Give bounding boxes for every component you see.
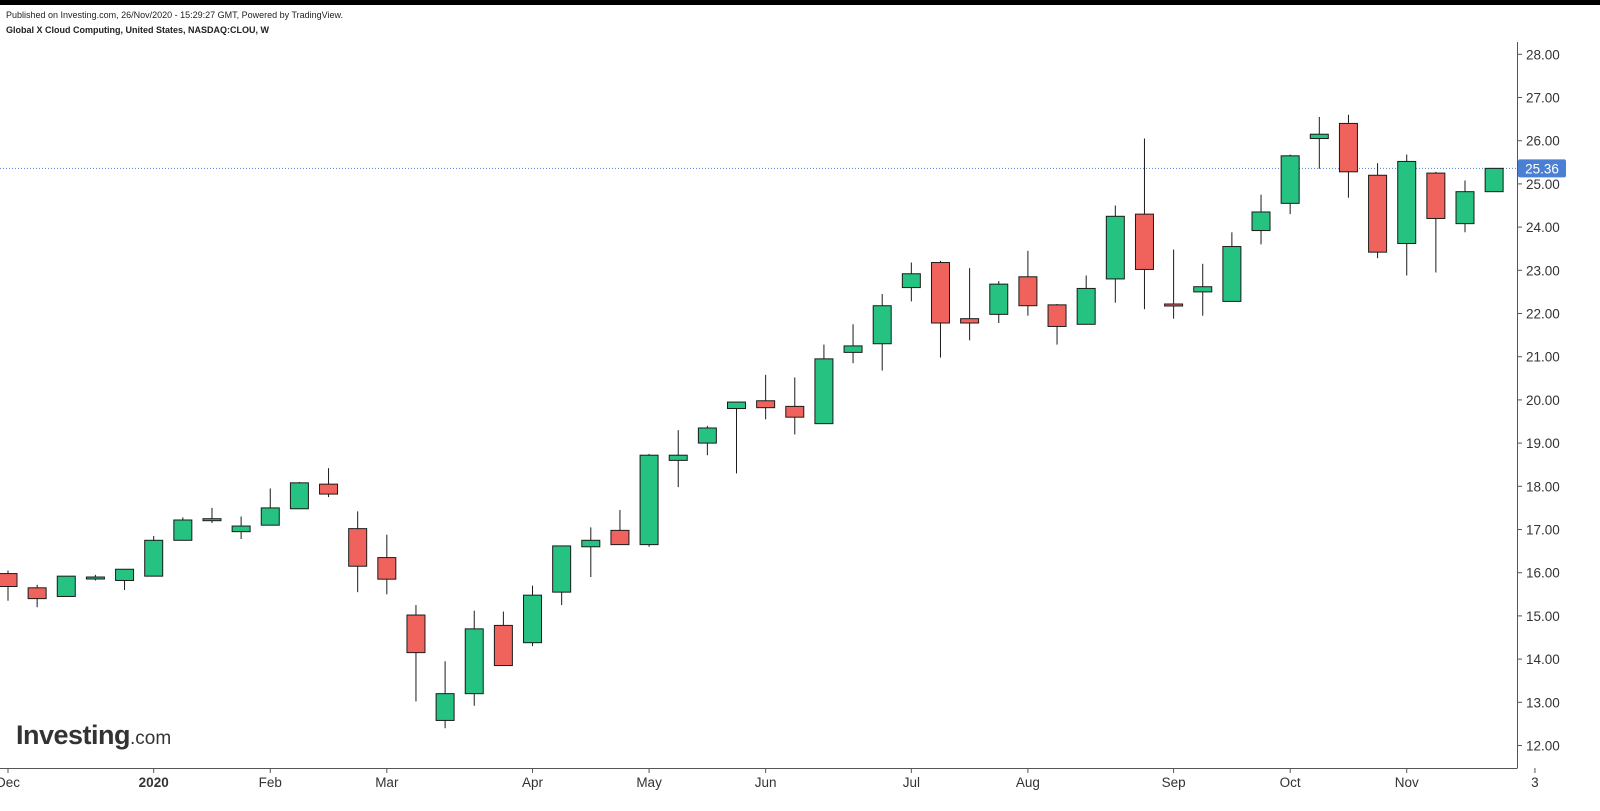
candle-body — [1193, 286, 1213, 293]
candle-body — [406, 614, 426, 654]
y-tick-label: 15.00 — [1526, 609, 1560, 624]
last-price-label: 25.36 — [1525, 161, 1559, 176]
y-tick-label: 28.00 — [1526, 47, 1560, 62]
candle-body — [493, 624, 513, 667]
y-tick-label: 19.00 — [1526, 436, 1560, 451]
candle-body — [727, 401, 746, 410]
candle-body — [610, 529, 630, 546]
x-tick-label: Dec — [0, 775, 20, 790]
candle-body — [348, 528, 368, 567]
candle-body — [930, 262, 950, 324]
x-tick-label: Oct — [1280, 775, 1301, 790]
x-tick-label: 3 — [1531, 775, 1539, 790]
top-border — [0, 0, 1600, 5]
y-tick-label: 12.00 — [1526, 739, 1560, 754]
candle-body — [1251, 211, 1271, 232]
candle-body — [435, 693, 455, 721]
candle-body — [1338, 122, 1358, 173]
candle-body — [1455, 191, 1475, 225]
x-tick-label: May — [636, 775, 662, 790]
candle-body — [843, 345, 863, 353]
candle-body — [85, 576, 105, 580]
last-price-badge — [1518, 159, 1566, 178]
candle-body — [377, 557, 397, 580]
candle-body — [144, 539, 164, 577]
candle-body — [1484, 167, 1504, 193]
candle-body — [231, 525, 251, 533]
published-note: Published on Investing.com, 26/Nov/2020 … — [6, 10, 344, 20]
candle-body — [1426, 172, 1446, 219]
x-tick-label: 2020 — [139, 775, 169, 790]
y-tick-label: 22.00 — [1526, 307, 1560, 322]
candle-body — [581, 539, 601, 548]
candle-body — [1280, 155, 1300, 204]
candle-body — [1047, 304, 1067, 327]
y-tick-label: 14.00 — [1526, 652, 1560, 667]
y-tick-label: 27.00 — [1526, 91, 1560, 106]
y-tick-label: 16.00 — [1526, 566, 1560, 581]
candle-body — [668, 454, 688, 461]
candle-body — [989, 283, 1009, 315]
candle-body — [1397, 160, 1417, 245]
candle-body — [785, 405, 805, 418]
y-tick-label: 26.00 — [1526, 134, 1560, 149]
candle-body — [1222, 246, 1242, 302]
candle-body — [901, 273, 921, 289]
y-tick-label: 21.00 — [1526, 350, 1560, 365]
investing-logo: Investing.com — [16, 720, 171, 751]
candle-body — [814, 358, 834, 425]
x-tick-label: Aug — [1016, 775, 1040, 790]
x-tick-label: Mar — [375, 775, 399, 790]
candle-body — [319, 483, 339, 495]
logo-domain: .com — [130, 728, 172, 749]
y-tick-label: 20.00 — [1526, 393, 1560, 408]
x-tick-label: Feb — [259, 775, 282, 790]
y-tick-label: 13.00 — [1526, 695, 1560, 710]
candle-body — [872, 305, 892, 345]
candle-body — [1018, 276, 1038, 307]
candle-body — [115, 568, 135, 581]
x-tick-label: Jul — [903, 775, 920, 790]
candle-body — [960, 318, 980, 324]
candle-body — [1105, 215, 1125, 280]
candle-body — [1368, 174, 1388, 253]
y-tick-label: 18.00 — [1526, 479, 1560, 494]
y-tick-label: 17.00 — [1526, 523, 1560, 538]
candle-body — [1164, 303, 1184, 307]
candle-body — [1134, 213, 1154, 270]
candle-body — [202, 518, 222, 522]
candle-body — [552, 545, 572, 593]
candle-body — [27, 587, 47, 600]
candle-body — [639, 454, 659, 546]
candle-body — [756, 400, 776, 409]
x-tick-label: Nov — [1395, 775, 1419, 790]
candle-body — [523, 594, 543, 644]
symbol-title: Global X Cloud Computing, United States,… — [6, 25, 269, 35]
y-tick-label: 23.00 — [1526, 263, 1560, 278]
candle-body — [289, 482, 309, 510]
y-tick-label: 25.00 — [1526, 177, 1560, 192]
candle-body — [697, 427, 717, 444]
y-tick-label: 24.00 — [1526, 220, 1560, 235]
logo-brand: Investing — [16, 720, 131, 750]
candle-body — [0, 573, 18, 588]
candle-body — [464, 628, 484, 695]
candle-body — [1076, 287, 1096, 325]
x-tick-label: Apr — [522, 775, 544, 790]
candle-body — [173, 519, 193, 541]
x-tick-label: Jun — [755, 775, 777, 790]
candle-body — [1309, 133, 1329, 140]
candle-body — [56, 575, 76, 597]
x-tick-label: Sep — [1162, 775, 1186, 790]
candle-body — [260, 507, 280, 526]
